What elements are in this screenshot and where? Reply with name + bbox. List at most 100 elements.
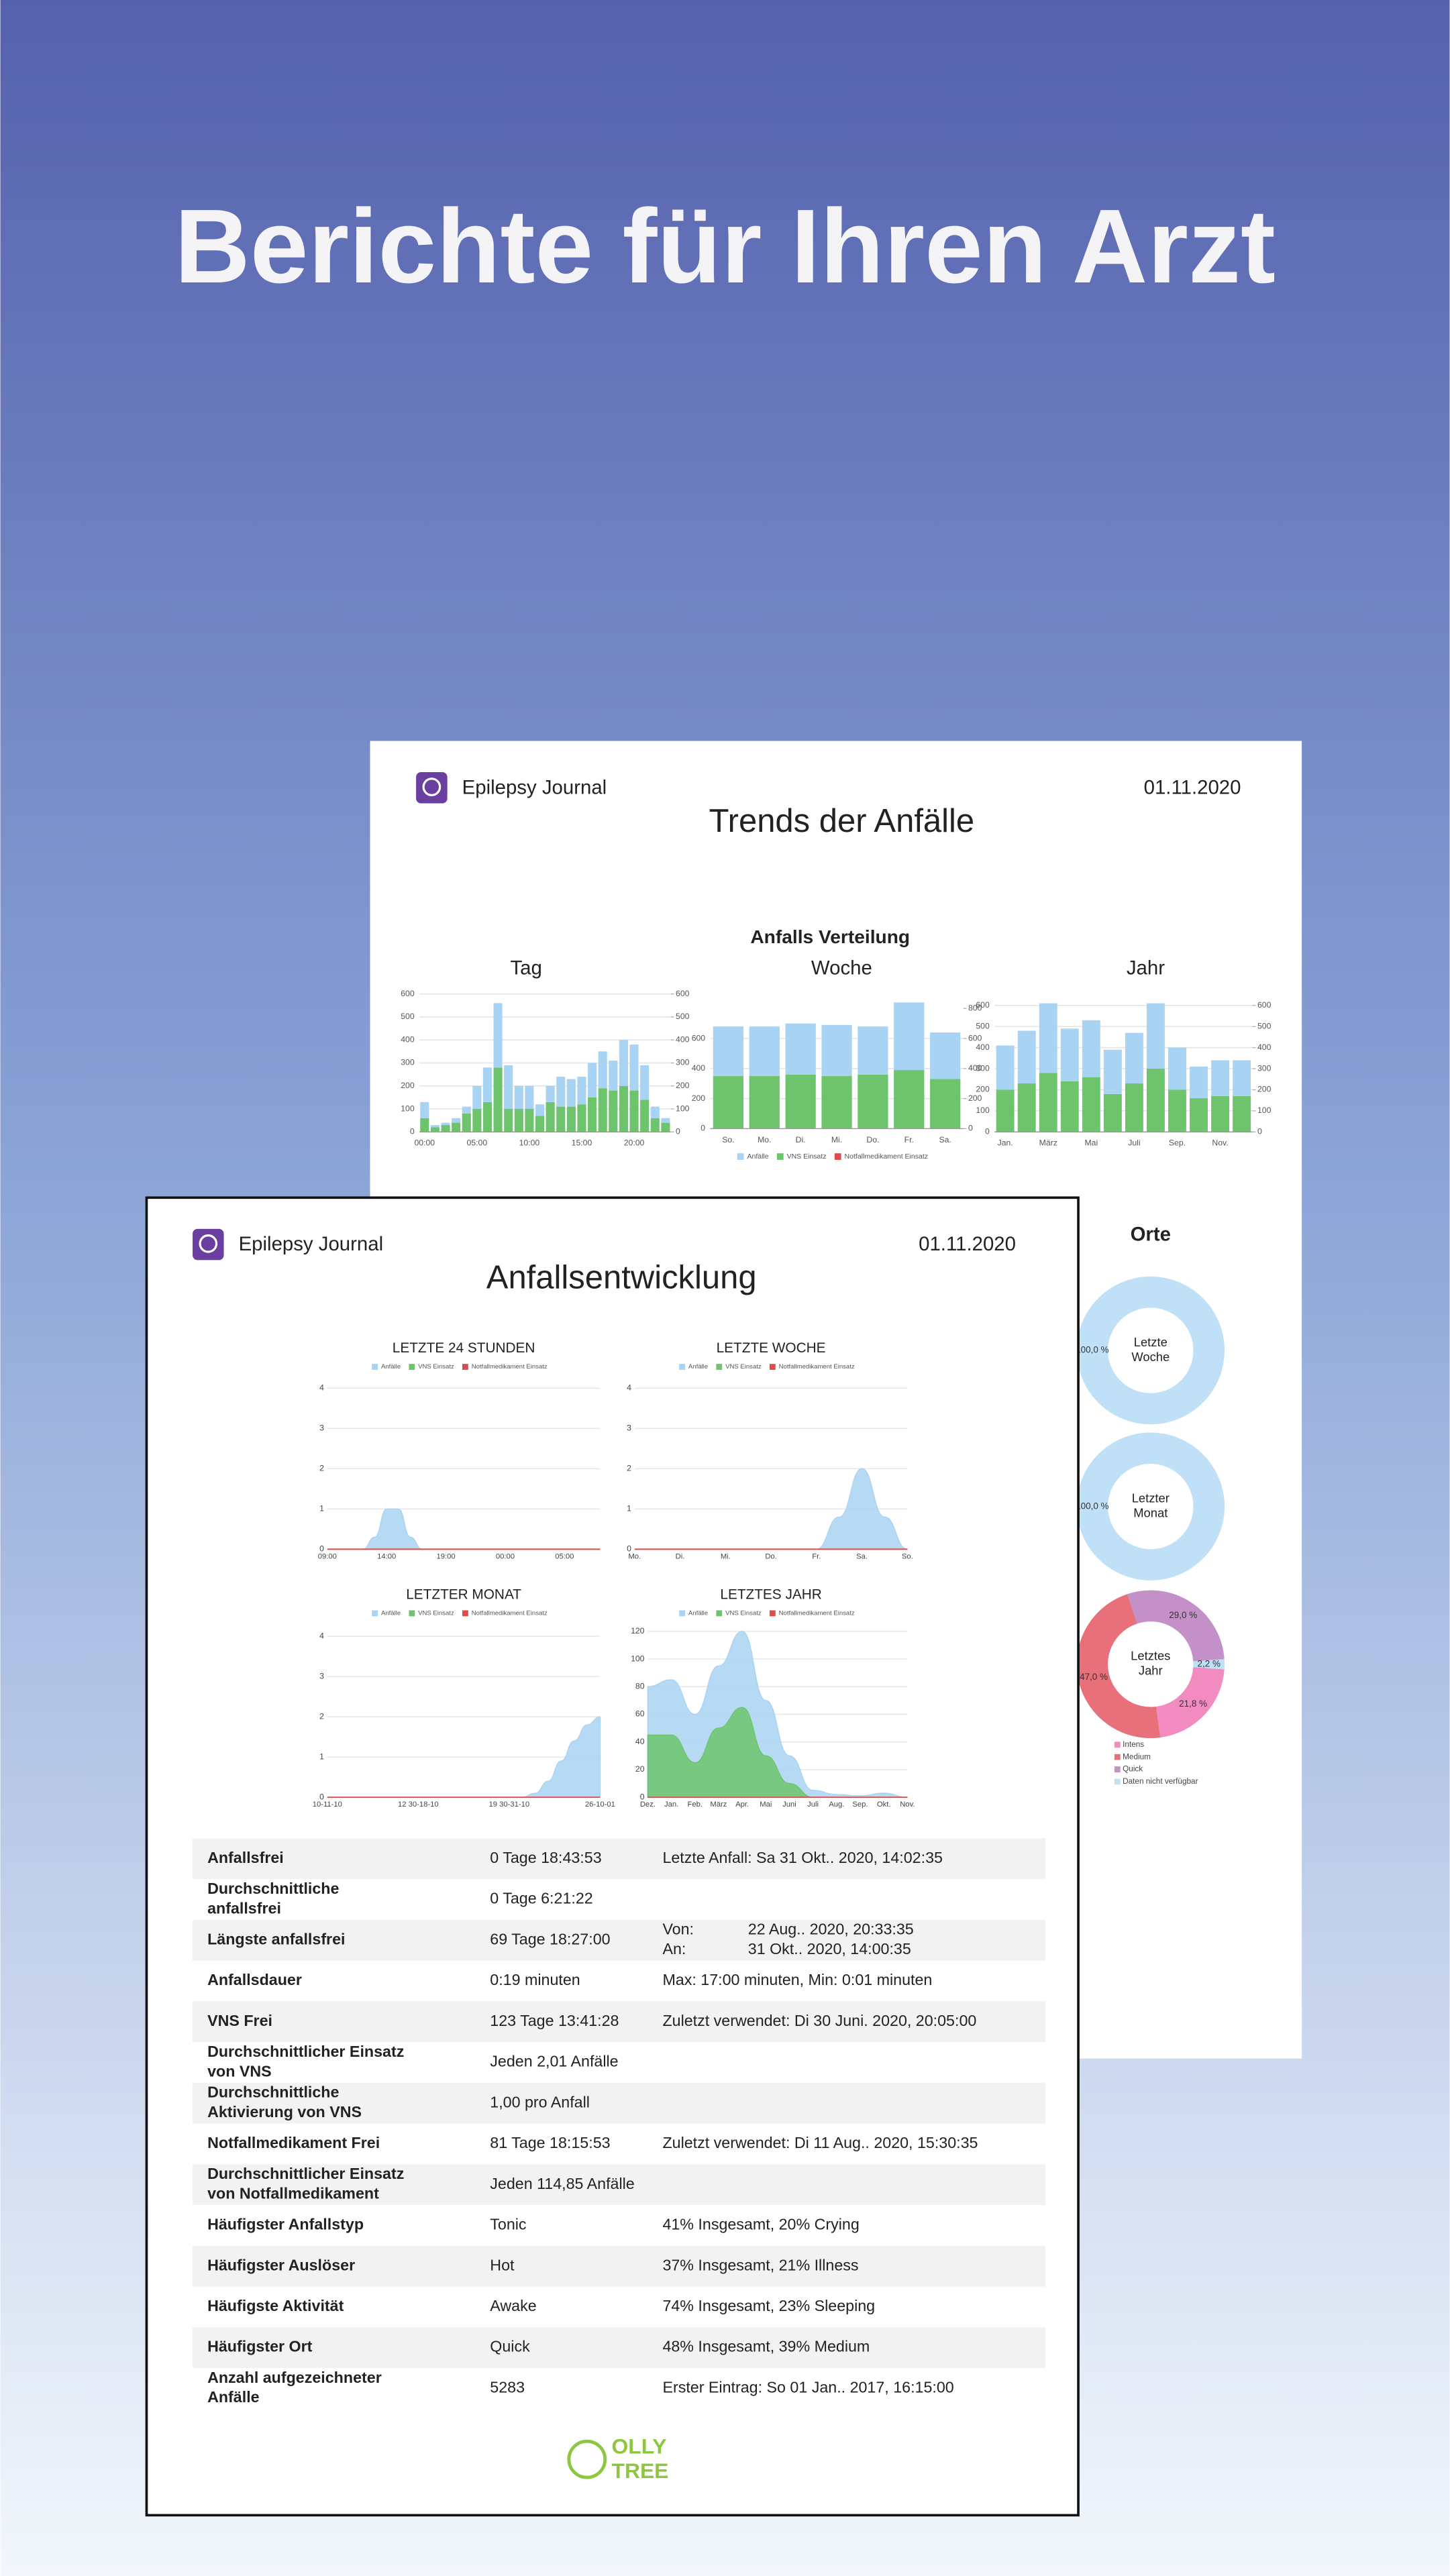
bar — [577, 1077, 586, 1105]
x-tick-label: 00:00 — [496, 1552, 515, 1560]
donut-title: Woche — [1131, 1350, 1170, 1364]
row-label: Längste anfallsfrei — [207, 1930, 345, 1947]
row-label: VNS Frei — [207, 2012, 272, 2029]
row-detail: 48% Insgesamt, 39% Medium — [662, 2338, 870, 2355]
x-tick-label: 15:00 — [572, 1138, 592, 1148]
bar — [472, 1085, 482, 1110]
app-name: Epilepsy Journal — [239, 1233, 384, 1255]
bar — [566, 1106, 576, 1132]
bar — [472, 1109, 482, 1132]
x-tick-label: Mai — [1084, 1138, 1098, 1148]
legend-swatch — [462, 1610, 468, 1617]
x-tick-label: Mi. — [721, 1552, 731, 1560]
row-label: Häufigster Ort — [207, 2338, 313, 2355]
bar — [1233, 1060, 1251, 1096]
bar — [1211, 1095, 1230, 1132]
bar — [1039, 1073, 1057, 1132]
bar — [1146, 1069, 1165, 1132]
bar — [452, 1118, 461, 1123]
row-label: anfallsfrei — [207, 1899, 281, 1917]
value-label: 47,0 % — [1080, 1672, 1108, 1682]
x-tick-label: 26-10-01 — [585, 1801, 615, 1809]
legend-label: Anfälle — [747, 1152, 768, 1161]
y-tick-label: 4 — [319, 1383, 324, 1393]
x-tick-label: Sa. — [856, 1552, 868, 1560]
y2-tick-label: 800 — [968, 1003, 982, 1012]
bar — [650, 1118, 660, 1132]
legend-label: Anfälle — [381, 1363, 401, 1371]
row-label: Durchschnittlicher Einsatz — [207, 2165, 404, 2182]
bar — [1060, 1028, 1079, 1081]
bar — [556, 1106, 566, 1132]
app-name: Epilepsy Journal — [462, 776, 607, 798]
footer-logo: TREE — [612, 2459, 669, 2483]
bar — [588, 1097, 597, 1132]
y-tick-label: 3 — [319, 1671, 324, 1680]
legend-swatch — [372, 1364, 378, 1370]
bar — [661, 1122, 670, 1132]
x-tick-label: Feb. — [687, 1801, 703, 1809]
bar — [525, 1085, 534, 1110]
bar — [546, 1102, 555, 1132]
bar — [749, 1026, 780, 1077]
x-tick-label: Mo. — [758, 1135, 771, 1144]
legend-label: Daten nicht verfügbar — [1123, 1777, 1198, 1786]
bar — [609, 1090, 618, 1132]
bar — [482, 1102, 493, 1132]
y-tick-label: 400 — [401, 1034, 415, 1044]
y2-tick-label: 200 — [968, 1093, 982, 1103]
x-tick-label: Juni — [782, 1801, 796, 1809]
y-tick-label: 120 — [631, 1626, 645, 1635]
y-tick-label: 4 — [319, 1631, 324, 1640]
y2-tick-label: 400 — [676, 1034, 690, 1044]
bar — [514, 1085, 523, 1110]
y2-tick-label: 100 — [676, 1104, 690, 1113]
legend-label: Anfälle — [381, 1609, 401, 1617]
y2-tick-label: 0 — [1257, 1127, 1262, 1136]
legend-label: Anfälle — [688, 1363, 708, 1371]
x-tick-label: 05:00 — [555, 1552, 574, 1560]
y-tick-label: 600 — [976, 1000, 990, 1010]
bar — [1103, 1093, 1122, 1132]
y-tick-label: 2 — [627, 1464, 631, 1473]
row-detail: 31 Okt.. 2020, 14:00:35 — [748, 1940, 911, 1957]
x-tick-label: Aug. — [829, 1801, 844, 1809]
bar — [1060, 1081, 1079, 1132]
donut-title: Letzte — [1134, 1335, 1168, 1349]
chart-subtitle: Jahr — [1127, 957, 1165, 979]
y-tick-label: 2 — [319, 1711, 324, 1721]
x-tick-label: 10:00 — [519, 1138, 540, 1148]
date: 01.11.2020 — [919, 1233, 1016, 1255]
bar — [430, 1127, 439, 1132]
bar — [535, 1104, 545, 1116]
bar — [504, 1109, 513, 1132]
y-tick-label: 0 — [627, 1544, 631, 1554]
y2-tick-label: 100 — [1257, 1106, 1272, 1115]
legend-swatch — [679, 1610, 686, 1617]
bar — [661, 1118, 670, 1123]
row-value: 5283 — [490, 2378, 525, 2396]
bar — [1211, 1060, 1230, 1096]
legend-label: VNS Einsatz — [418, 1363, 454, 1371]
x-tick-label: Fr. — [904, 1135, 914, 1144]
bar — [420, 1102, 429, 1118]
bar — [577, 1104, 586, 1132]
y-tick-label: 0 — [701, 1124, 705, 1133]
bar — [619, 1085, 628, 1132]
y2-tick-label: 400 — [968, 1063, 982, 1073]
y-tick-label: 200 — [692, 1093, 706, 1103]
bar — [894, 1002, 925, 1071]
logo-icon — [199, 1234, 218, 1253]
section-title: Anfalls Verteilung — [750, 926, 910, 947]
x-tick-label: März — [1039, 1138, 1057, 1148]
x-tick-label: 20:00 — [624, 1138, 645, 1148]
bar — [556, 1077, 566, 1107]
bar — [1039, 1003, 1057, 1073]
donut-ring — [1076, 1276, 1225, 1425]
y-tick-label: 0 — [319, 1792, 324, 1801]
y-tick-label: 200 — [401, 1081, 415, 1090]
page-title: Trends der Anfälle — [709, 803, 975, 839]
value-label: 100,0 % — [1076, 1501, 1108, 1511]
app-logo — [416, 772, 448, 804]
row-label: Anfälle — [207, 2388, 260, 2406]
